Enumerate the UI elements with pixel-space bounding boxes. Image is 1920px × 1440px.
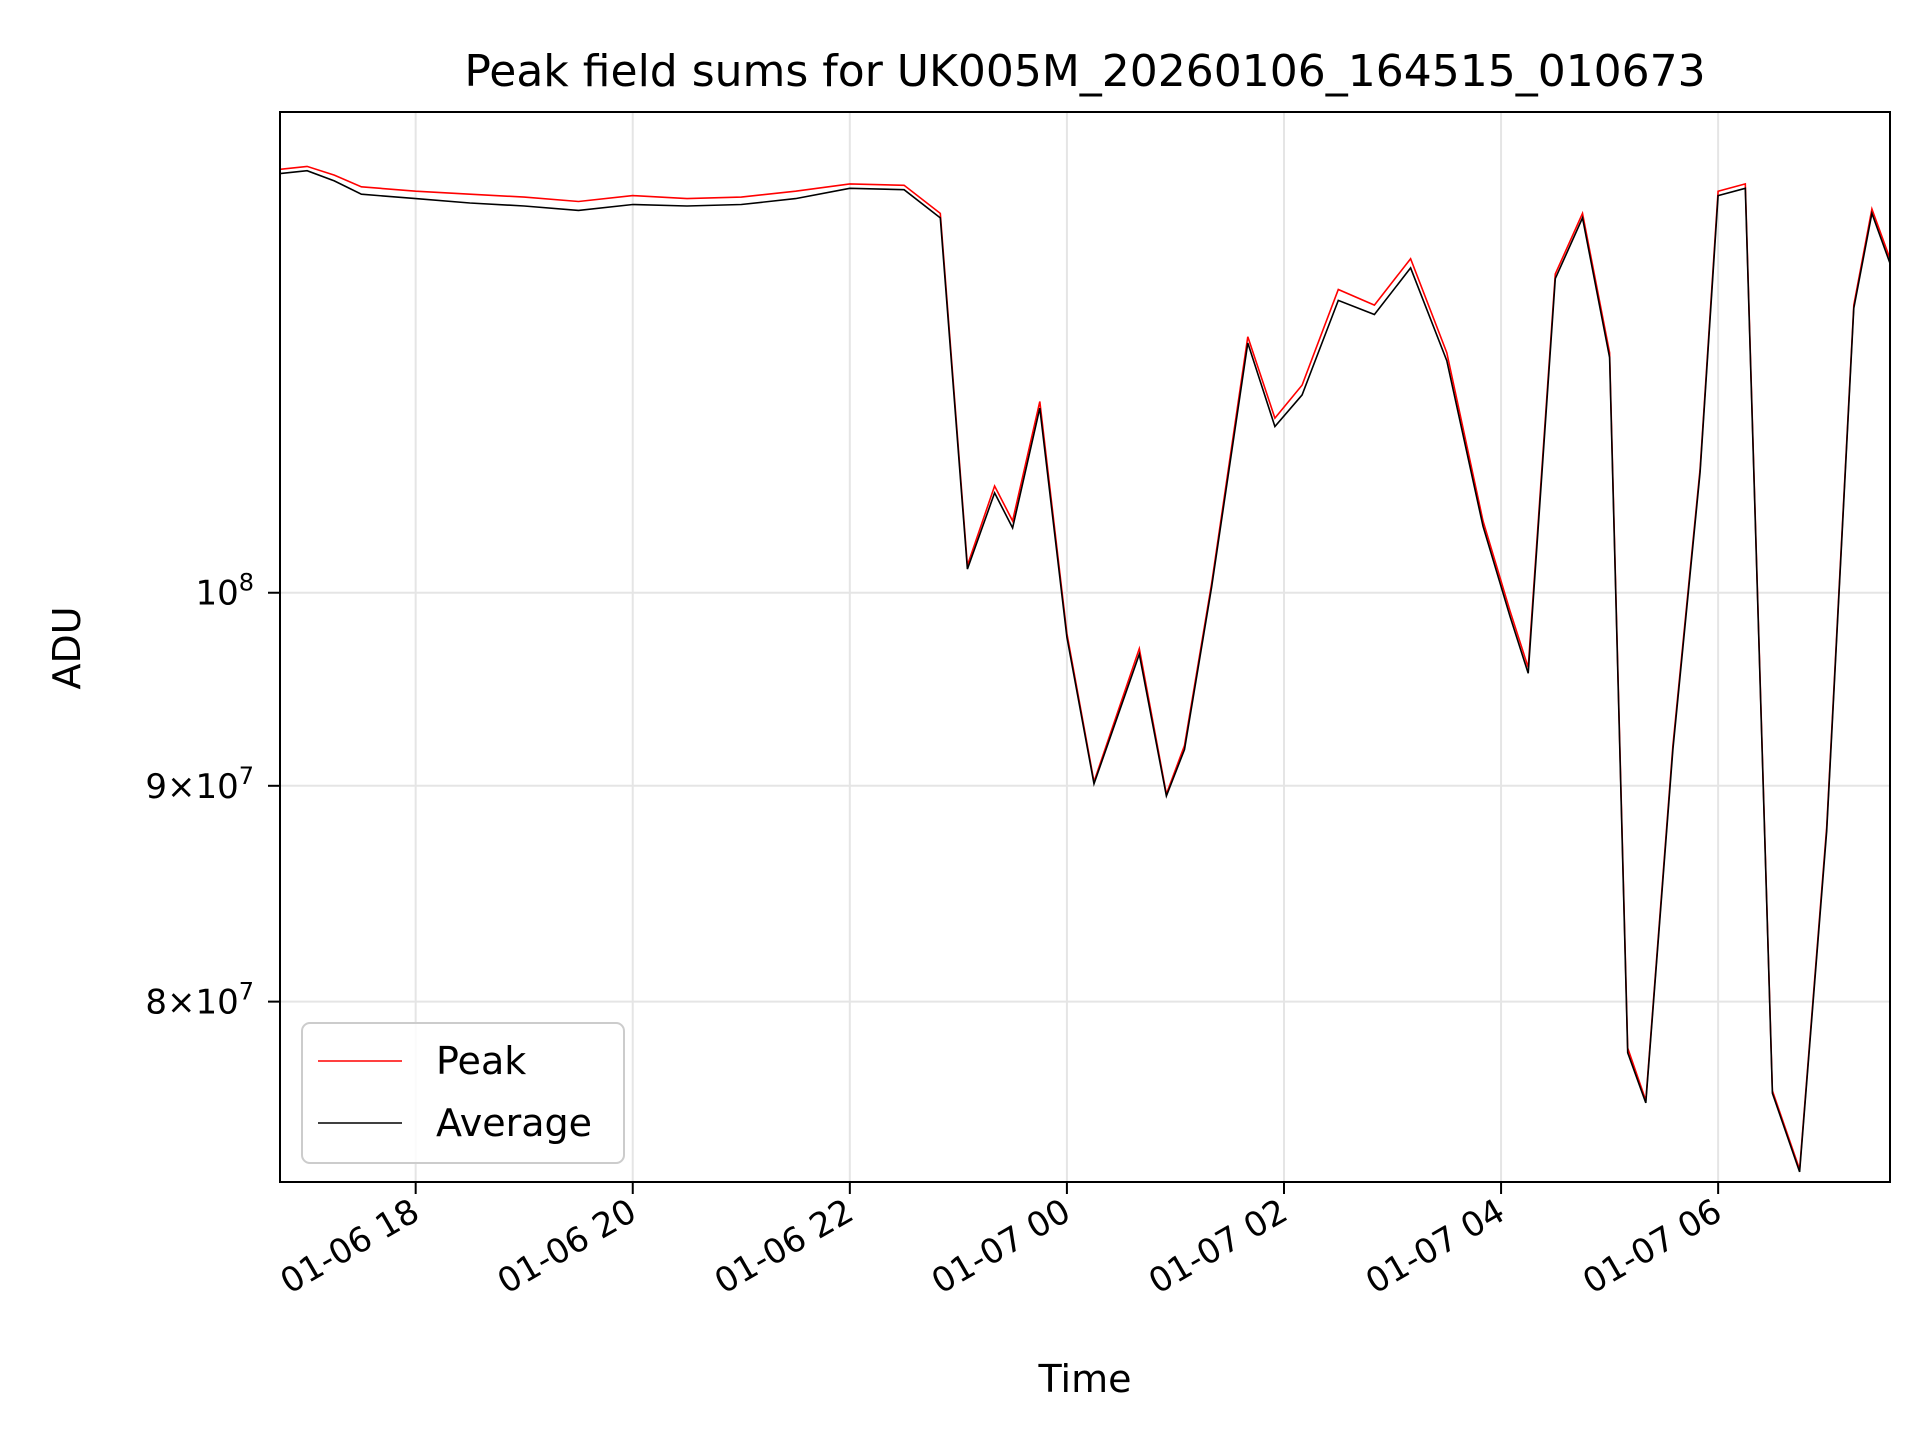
axes-frame [279,111,1891,1183]
legend-box [301,1022,625,1164]
y-tick-label: 108 [195,569,254,614]
y-tick-label: 9×107 [145,762,254,807]
chart-title: Peak field sums for UK005M_20260106_1645… [464,46,1705,97]
legend-label-peak: Peak [436,1039,526,1083]
series-line-average [280,169,1890,1173]
x-gridlines [414,112,1720,1182]
y-axis-ticks: 108 9×107 8×107 [145,569,280,1023]
x-axis-label: Time [1038,1357,1132,1401]
legend: Peak Average [301,1022,625,1164]
legend-label-average: Average [436,1101,592,1145]
y-axis-label: ADU [45,606,89,689]
plot-area [280,165,1890,1173]
y-tick-label: 8×107 [145,978,254,1023]
